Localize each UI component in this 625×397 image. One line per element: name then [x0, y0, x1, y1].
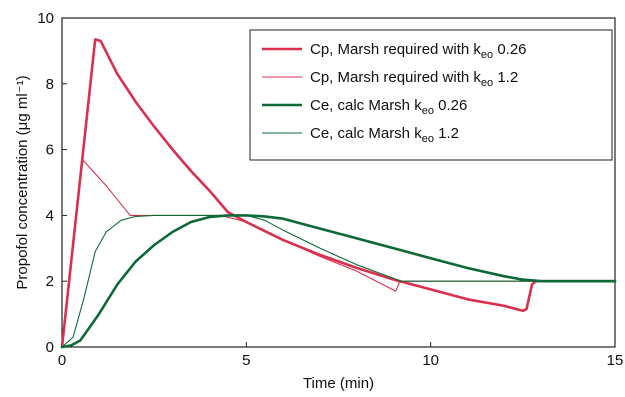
y-tick-label: 4 — [46, 207, 54, 224]
y-tick-label: 0 — [46, 339, 54, 356]
x-tick-label: 0 — [58, 352, 66, 369]
x-tick-label: 5 — [242, 352, 250, 369]
series-layer — [60, 38, 617, 349]
axes: 0 5 10 15 0 2 4 6 8 10 — [37, 10, 623, 369]
series-line-4 — [61, 214, 616, 348]
legend-label-2: Cp, Marsh required with keo 1.2 — [310, 69, 518, 89]
legend-label-1: Cp, Marsh required with keo 0.26 — [310, 41, 527, 61]
y-tick-label: 2 — [46, 273, 54, 290]
y-tick-label: 10 — [37, 10, 54, 27]
legend: Cp, Marsh required with keo 0.26 Cp, Mars… — [249, 29, 613, 161]
legend-label-4: Ce, calc Marsh keo 1.2 — [310, 125, 459, 145]
y-tick-label: 6 — [46, 142, 54, 159]
series-line-2 — [61, 158, 616, 348]
y-tick-label: 8 — [46, 76, 54, 93]
legend-label-3: Ce, calc Marsh keo 0.26 — [310, 97, 467, 117]
plot-frame — [61, 17, 616, 348]
x-axis-title: Time (min) — [303, 375, 374, 392]
x-tick-label: 10 — [422, 352, 439, 369]
x-tick-label: 15 — [607, 352, 624, 369]
legend-box — [249, 29, 613, 161]
y-axis-title: Propofol concentration (μg ml⁻¹) — [14, 75, 31, 289]
